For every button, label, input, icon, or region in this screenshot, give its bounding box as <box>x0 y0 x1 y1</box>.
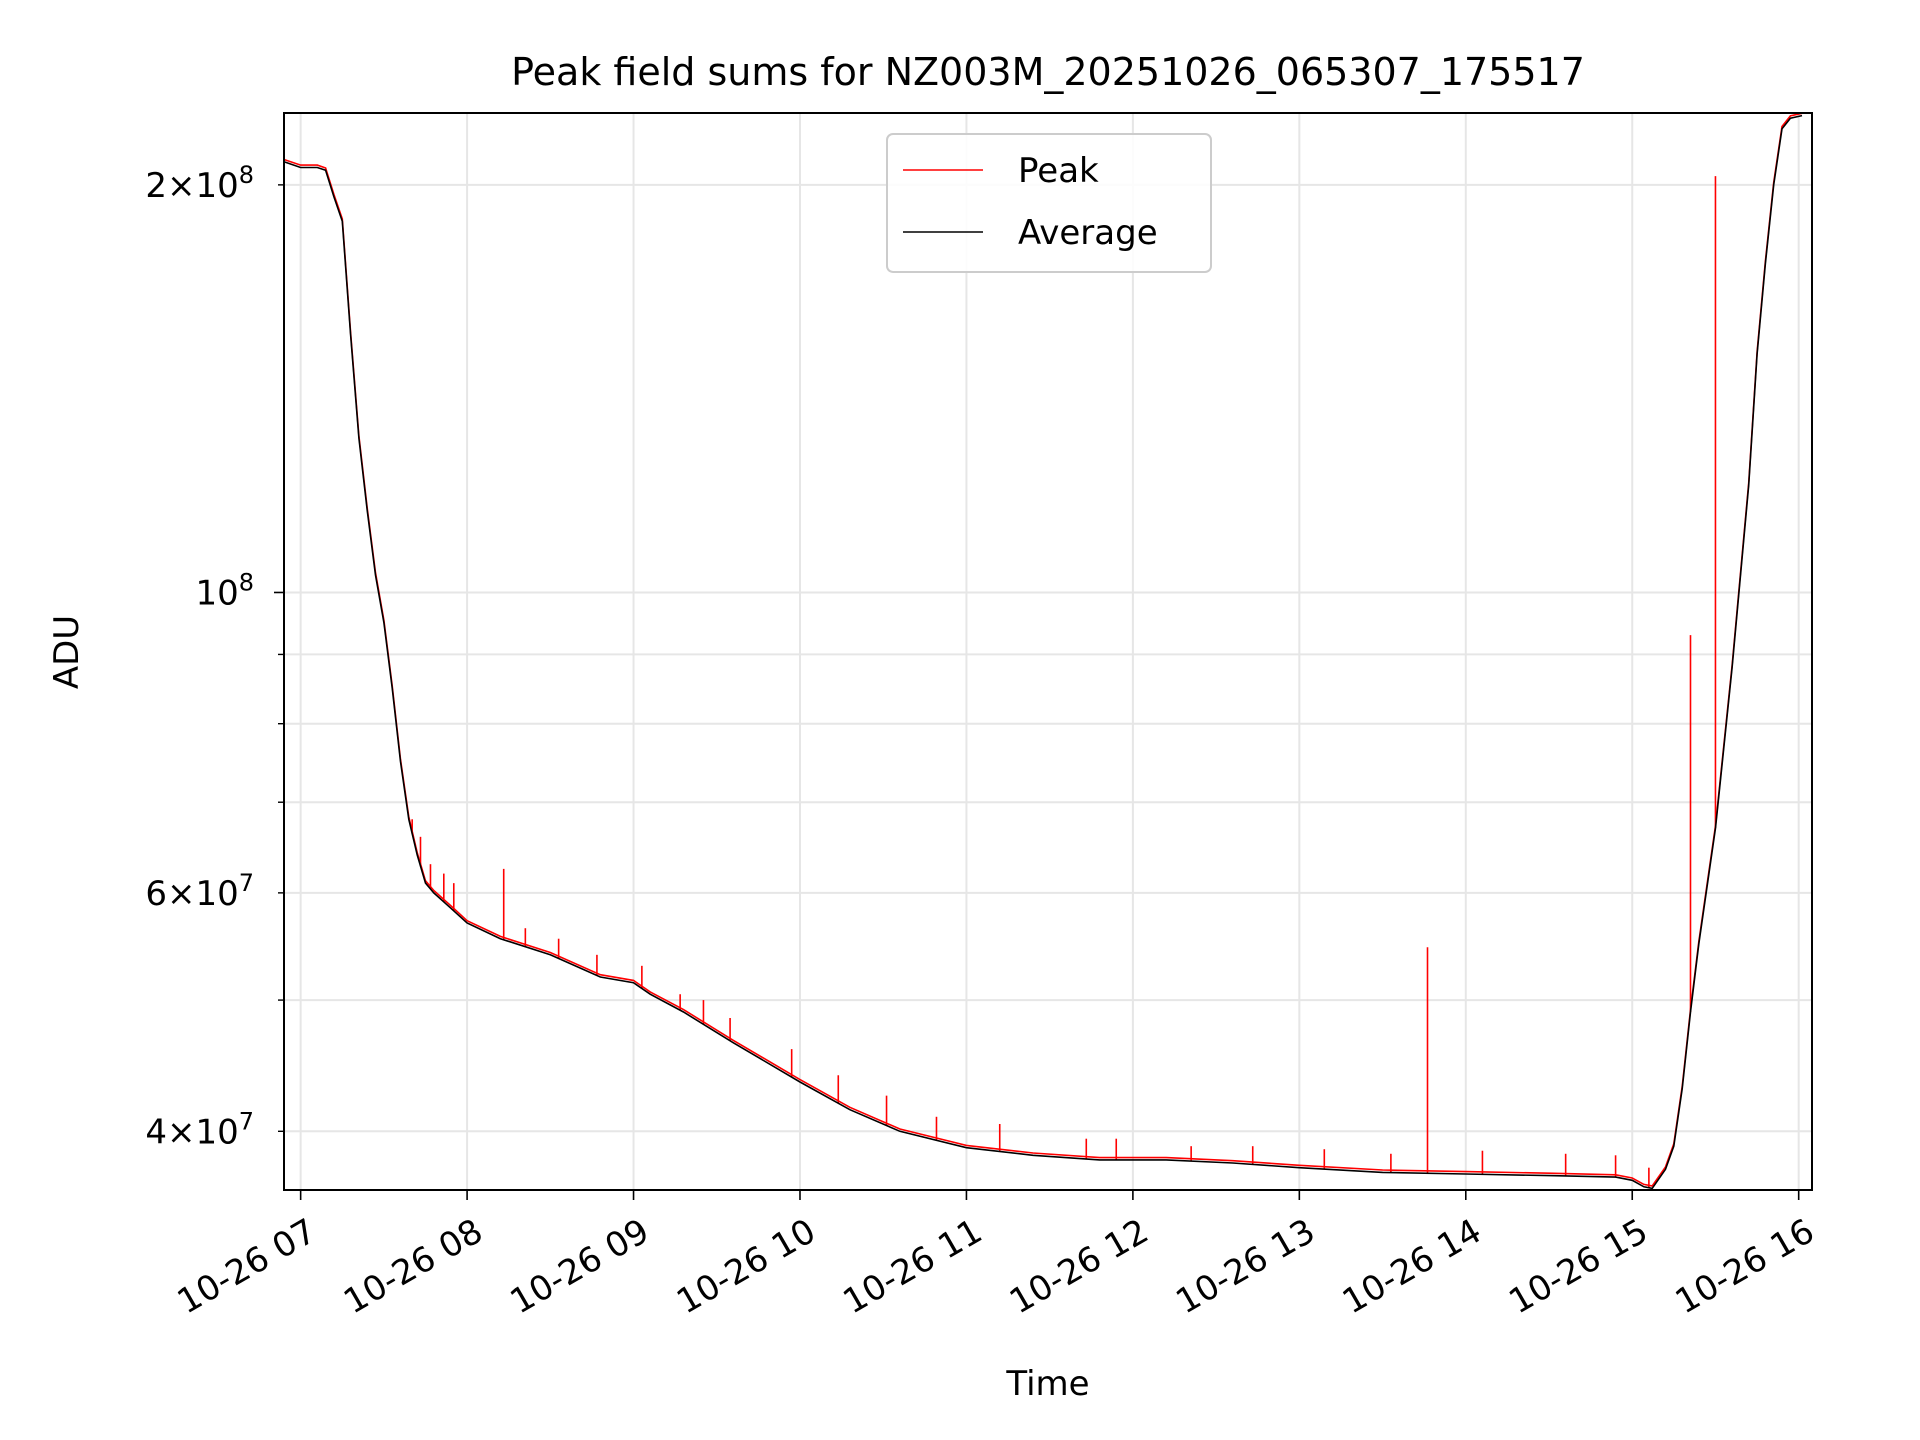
legend-peak-label: Peak <box>1018 151 1099 191</box>
y-tick-label: 4×107 <box>145 1107 254 1152</box>
legend-box <box>886 133 1212 273</box>
legend-average-label: Average <box>1018 213 1158 253</box>
x-axis-label: Time <box>1005 1364 1089 1404</box>
average-line <box>283 114 1803 1190</box>
y-tick-label: 108 <box>195 568 254 613</box>
y-tick-label: 2×108 <box>145 161 254 206</box>
legend: Peak Average <box>886 133 1212 273</box>
series-layer <box>283 112 1803 1190</box>
chart-title: Peak field sums for NZ003M_20251026_0653… <box>511 50 1585 94</box>
y-tick-label: 6×107 <box>145 869 254 914</box>
y-axis-label: ADU <box>47 615 87 689</box>
plot-frame <box>283 112 1813 1191</box>
